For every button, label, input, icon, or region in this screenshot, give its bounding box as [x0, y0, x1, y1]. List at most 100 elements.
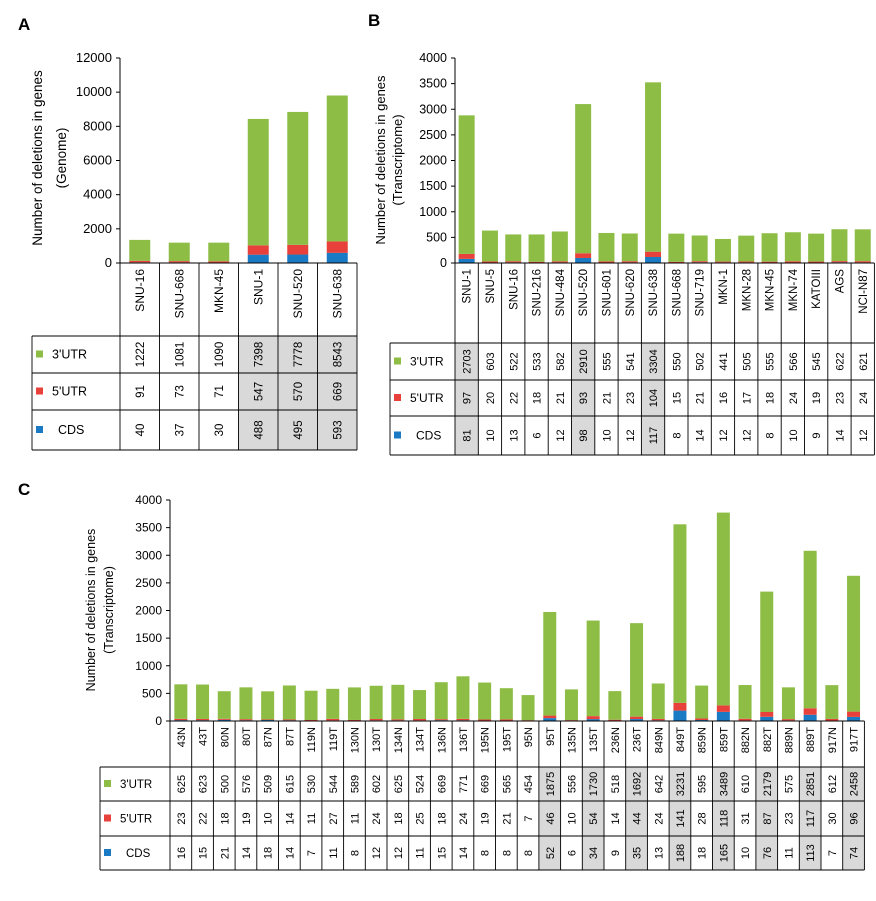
utr3-bar [803, 550, 817, 709]
data-label-utr3: 1730 [588, 772, 600, 796]
utr5-bar [695, 718, 709, 721]
category-label: SNU-1 [251, 269, 265, 305]
y-tick-label: 1500 [135, 631, 162, 645]
data-label-cds: 8 [501, 850, 513, 856]
utr5-bar [854, 261, 871, 263]
data-label-utr5: 91 [135, 385, 147, 398]
data-label-utr3: 544 [328, 775, 340, 793]
panel-c: C Number of deletions in genes (Transcript… [18, 480, 865, 871]
y-tick-label: 3000 [135, 548, 162, 562]
category-label: 80T [241, 727, 253, 746]
utr3-bar [287, 111, 309, 245]
data-label-utr5: 18 [436, 812, 448, 824]
cds-bar [575, 257, 592, 263]
category-label: 43T [198, 727, 210, 746]
data-label-cds: 18 [697, 847, 709, 859]
data-label-utr3: 610 [740, 775, 752, 793]
utr5-bar [673, 702, 687, 711]
utr5-bar [645, 251, 662, 258]
utr3-bar [456, 676, 470, 719]
utr3-bar [551, 231, 568, 262]
data-label-utr5: 28 [697, 812, 709, 824]
legend-label-utr3: 3'UTR [52, 348, 87, 362]
y-tick-label: 2000 [419, 154, 447, 168]
data-label-cds: 11 [783, 847, 795, 858]
utr5-bar [847, 711, 861, 717]
y-tick-label: 1500 [419, 179, 447, 193]
y-tick-label: 0 [440, 256, 447, 270]
data-label-cds: 12 [555, 429, 567, 441]
panel-letter: A [18, 15, 30, 34]
category-label: AGS [834, 269, 846, 294]
utr5-bar [808, 261, 825, 263]
category-label: 43N [176, 727, 188, 747]
data-label-utr3: 500 [219, 775, 231, 793]
utr3-bar [168, 242, 190, 262]
data-label-utr5: 17 [741, 392, 753, 404]
data-label-utr3: 2458 [849, 772, 861, 796]
highlight-cell [755, 767, 778, 870]
data-label-utr3: 2179 [762, 772, 774, 796]
data-label-utr3: 1090 [214, 342, 226, 368]
category-label: SNU-638 [648, 269, 660, 316]
utr3-bar [608, 691, 622, 720]
utr3-bar [831, 229, 848, 262]
data-label-cds: 52 [545, 847, 557, 859]
category-label: 849T [675, 727, 687, 752]
data-label-cds: 488 [253, 420, 265, 439]
utr3-bar [695, 685, 709, 719]
utr5-bar [714, 261, 731, 263]
data-label-utr3: 533 [532, 352, 544, 370]
utr3-bar [668, 233, 685, 262]
data-label-utr3: 550 [671, 352, 683, 370]
data-label-utr3: 669 [436, 775, 448, 793]
data-label-utr3: 625 [176, 775, 188, 793]
cds-bar [586, 719, 600, 721]
y-tick-label: 2500 [135, 576, 162, 590]
data-label-utr5: 44 [632, 812, 644, 824]
cds-bar [247, 254, 269, 263]
data-label-utr5: 18 [219, 812, 231, 824]
utr3-bar [760, 591, 774, 712]
data-label-utr3: 622 [834, 352, 846, 370]
y-tick-label: 0 [155, 714, 162, 728]
utr5-bar [413, 719, 427, 721]
utr3-bar [478, 682, 492, 720]
data-label-utr5: 118 [718, 810, 730, 828]
utr3-bar [808, 233, 825, 262]
utr5-bar [784, 261, 801, 263]
utr3-bar [781, 687, 795, 720]
utr5-bar [621, 261, 638, 263]
y-axis-subtitle: (Genome) [54, 128, 69, 189]
utr5-bar [551, 261, 568, 263]
data-label-cds: 8 [671, 432, 683, 438]
utr3-bar [825, 685, 839, 719]
data-label-utr5: 87 [762, 812, 774, 824]
utr3-bar [714, 238, 731, 262]
data-label-cds: 13 [508, 429, 520, 441]
data-label-cds: 13 [653, 847, 665, 859]
utr5-bar [760, 711, 774, 717]
utr5-bar [691, 261, 708, 263]
highlight-cell [712, 767, 735, 870]
data-label-utr5: 23 [176, 812, 188, 824]
category-label: 136T [458, 727, 470, 752]
data-label-utr5: 10 [263, 812, 275, 824]
utr3-bar [217, 691, 231, 719]
utr3-bar [784, 232, 801, 262]
utr3-bar [174, 684, 188, 719]
category-label: 119N [306, 727, 318, 753]
category-label: SNU-601 [601, 269, 613, 316]
data-label-utr5: 54 [588, 812, 600, 824]
highlight-cell [641, 343, 665, 455]
category-label: 889N [783, 727, 795, 753]
data-label-utr5: 31 [740, 812, 752, 824]
legend-swatch-utr5 [36, 387, 43, 395]
y-tick-label: 8000 [83, 118, 112, 133]
category-label: 95T [545, 727, 557, 746]
category-label: SNU-216 [532, 269, 544, 316]
data-label-utr5: 14 [610, 812, 622, 824]
cds-bar [803, 714, 817, 721]
data-label-utr5: 23 [834, 392, 846, 404]
data-label-utr5: 21 [695, 392, 707, 404]
